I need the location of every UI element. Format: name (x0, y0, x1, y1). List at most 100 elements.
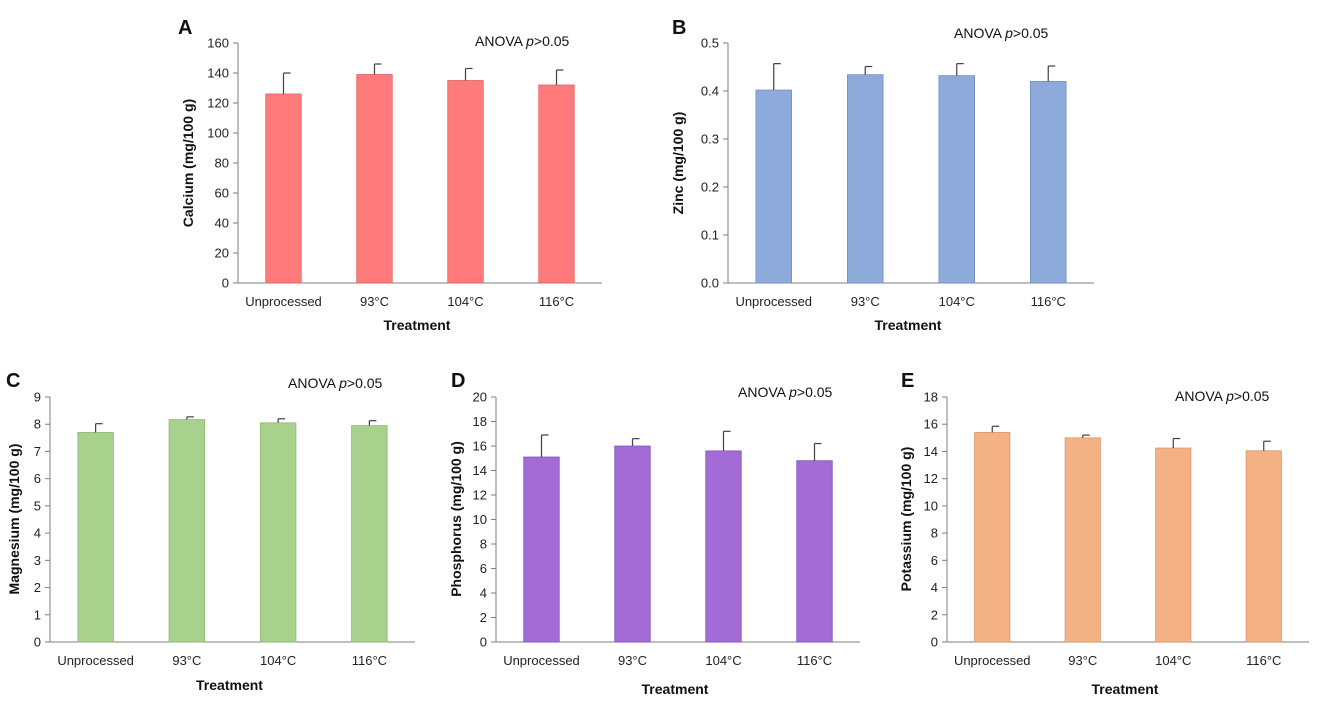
y-tick-label: 3 (34, 553, 41, 568)
y-tick-label: 60 (215, 186, 229, 201)
y-tick-label: 18 (473, 414, 487, 429)
y-axis-title: Magnesium (mg/100 g) (6, 444, 22, 595)
y-tick-label: 120 (207, 96, 229, 111)
y-tick-label: 0.5 (701, 36, 719, 51)
bar-3 (447, 80, 484, 284)
y-tick-label: 160 (207, 36, 229, 51)
x-axis-title: Treatment (196, 677, 263, 693)
y-tick-label: 4 (931, 580, 938, 595)
y-tick-label: 18 (924, 390, 938, 405)
panel-letter: B (672, 17, 686, 39)
y-tick-label: 0 (931, 635, 938, 650)
y-axis-title: Zinc (mg/100 g) (670, 112, 686, 215)
panel-d: D ANOVA p>0.05 0 2 4 6 8 10 12 14 16 18 20 Unprocesse… (448, 370, 860, 697)
x-tick-label: 104°C (260, 653, 296, 668)
x-tick-label: 93°C (360, 294, 389, 309)
bar-1 (523, 456, 560, 643)
anova-annotation: ANOVA p>0.05 (738, 384, 833, 400)
y-tick-label: 0.2 (701, 180, 719, 195)
x-axis-title: Treatment (1092, 681, 1159, 697)
panel-letter: E (901, 370, 914, 392)
x-tick-label: 93°C (1068, 653, 1097, 668)
bar-2 (168, 419, 206, 643)
y-axis-title: Phosphorus (mg/100 g) (448, 441, 464, 597)
bar-1 (77, 431, 114, 643)
x-tick-label: 116°C (797, 653, 832, 668)
bar-3 (1155, 447, 1192, 643)
y-tick-label: 12 (473, 488, 487, 503)
x-tick-label: Unprocessed (735, 294, 812, 309)
y-tick-label: 8 (480, 537, 487, 552)
y-tick-label: 40 (215, 216, 229, 231)
x-tick-label: 116°C (1246, 653, 1281, 668)
y-tick-label: 80 (215, 156, 229, 171)
y-tick-label: 0.3 (701, 132, 719, 147)
x-axis-title: Treatment (384, 317, 451, 333)
y-axis-title: Potassium (mg/100 g) (898, 447, 914, 592)
y-tick-label: 0.0 (701, 276, 719, 291)
y-tick-label: 12 (924, 471, 938, 486)
x-tick-label: Unprocessed (245, 294, 322, 309)
y-tick-label: 16 (473, 439, 487, 454)
panel-c: C ANOVA p>0.05 0 1 2 3 4 5 6 7 8 9 Unprocessed 93°C 10… (6, 370, 415, 693)
x-tick-label: 116°C (1031, 294, 1066, 309)
bar-2 (614, 445, 651, 643)
y-tick-label: 2 (931, 607, 938, 622)
x-tick-label: 93°C (172, 653, 201, 668)
bar-2 (1064, 437, 1101, 643)
bar-2 (356, 74, 393, 284)
x-tick-label: 104°C (447, 294, 483, 309)
y-tick-label: 6 (480, 561, 487, 576)
x-tick-label: 93°C (618, 653, 647, 668)
y-axis-title: Calcium (mg/100 g) (180, 99, 196, 227)
x-tick-label: 104°C (939, 294, 975, 309)
y-tick-label: 140 (207, 66, 229, 81)
bar-2 (847, 74, 884, 284)
y-tick-label: 6 (931, 553, 938, 568)
y-tick-label: 0.4 (701, 84, 719, 99)
panel-b: B ANOVA p>0.05 0.0 0.1 0.2 0.3 0.4 0.5 Unprocess… (670, 17, 1094, 333)
y-tick-label: 6 (34, 471, 41, 486)
bar-1 (974, 431, 1011, 643)
y-tick-label: 9 (34, 390, 41, 405)
anova-annotation: ANOVA p>0.05 (954, 25, 1049, 41)
y-tick-label: 0 (34, 635, 41, 650)
y-tick-label: 14 (473, 463, 487, 478)
anova-annotation: ANOVA p>0.05 (475, 33, 570, 49)
y-tick-label: 0 (480, 635, 487, 650)
y-tick-label: 10 (924, 498, 938, 513)
y-tick-label: 16 (924, 417, 938, 432)
y-tick-label: 20 (473, 390, 487, 405)
bar-4 (538, 84, 575, 284)
panel-letter: D (451, 370, 465, 392)
x-tick-label: 104°C (705, 653, 741, 668)
y-tick-label: 0 (222, 276, 229, 291)
bar-3 (259, 422, 297, 643)
bar-1 (755, 89, 792, 284)
x-tick-label: Unprocessed (503, 653, 580, 668)
y-tick-label: 2 (34, 580, 41, 595)
y-tick-label: 20 (215, 246, 229, 261)
bar-4 (796, 460, 833, 643)
y-tick-label: 2 (480, 610, 487, 625)
x-tick-label: Unprocessed (57, 653, 134, 668)
bar-3 (938, 75, 975, 284)
panel-a: A ANOVA p>0.05 0 20 40 60 80 100 120 140 160 Unproc… (178, 17, 602, 333)
y-tick-label: 0.1 (701, 228, 719, 243)
anova-annotation: ANOVA p>0.05 (288, 375, 383, 391)
x-tick-label: 116°C (539, 294, 574, 309)
panel-letter: C (6, 370, 20, 392)
bar-4 (1030, 81, 1067, 284)
y-tick-label: 4 (480, 586, 487, 601)
x-tick-label: 116°C (352, 653, 387, 668)
anova-annotation: ANOVA p>0.05 (1175, 388, 1270, 404)
x-tick-label: 104°C (1155, 653, 1191, 668)
y-tick-label: 7 (34, 444, 41, 459)
y-tick-label: 8 (34, 417, 41, 432)
y-tick-label: 10 (473, 512, 487, 527)
bar-4 (351, 425, 388, 643)
bar-3 (705, 450, 742, 643)
x-axis-title: Treatment (642, 681, 709, 697)
x-tick-label: Unprocessed (954, 653, 1031, 668)
